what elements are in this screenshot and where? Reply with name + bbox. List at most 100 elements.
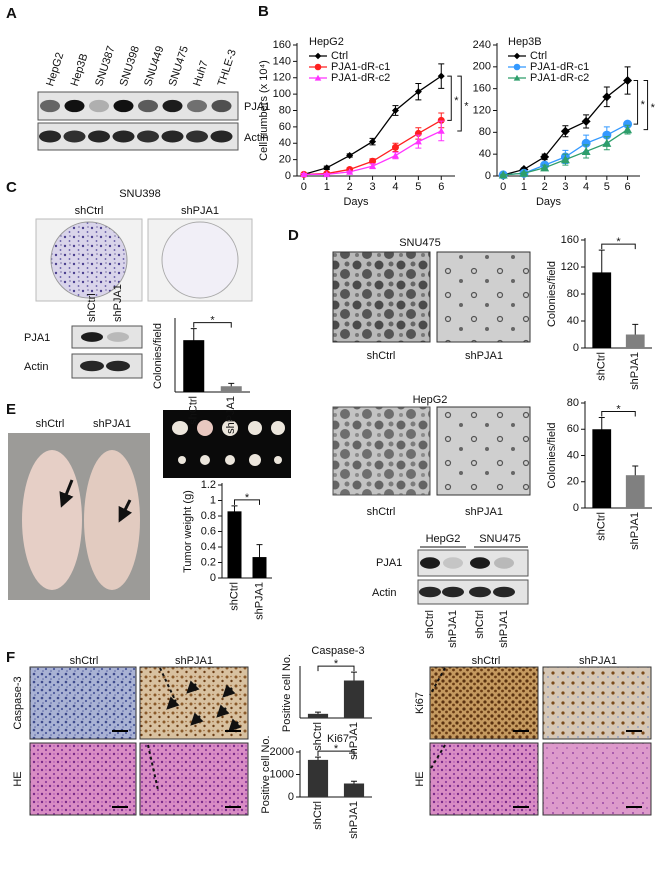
- y-tick-label: 0.6: [201, 525, 216, 537]
- bar: [307, 759, 329, 797]
- y-tick-label: 120: [561, 261, 579, 273]
- bar: [220, 386, 242, 392]
- y-tick-label: 40: [279, 137, 291, 149]
- x-tick-label: 4: [392, 181, 398, 193]
- marker: [323, 170, 331, 178]
- blot-label: Actin: [372, 587, 396, 599]
- y-tick-label: 0: [573, 342, 579, 354]
- legend-label: Ctrl: [331, 50, 348, 62]
- blot-label: PJA1: [376, 557, 402, 569]
- legend-label: PJA1-dR-c1: [331, 61, 390, 73]
- histology-image: [542, 666, 652, 740]
- y-tick-label: 80: [567, 397, 579, 409]
- blot-band: [107, 332, 129, 342]
- marker: [623, 75, 633, 85]
- mouse: [22, 450, 82, 590]
- marker: [560, 126, 570, 136]
- y-tick-label: 40: [479, 148, 491, 160]
- y-tick-label: 200: [473, 61, 491, 73]
- y-tick-label: 80: [279, 104, 291, 116]
- y-tick-label: 2000: [270, 746, 294, 758]
- bar: [252, 557, 267, 578]
- histology-image: [542, 742, 652, 816]
- y-tick-label: 240: [473, 39, 491, 51]
- significance-bracket: [193, 322, 232, 328]
- bar: [625, 475, 645, 508]
- marker: [602, 92, 612, 102]
- lane-label: SNU387: [93, 45, 117, 88]
- marker: [300, 170, 308, 178]
- blot-band: [161, 130, 184, 143]
- colony-image: [436, 251, 531, 343]
- y-tick-label: 0: [288, 791, 294, 803]
- x-tick-label: 3: [370, 181, 376, 193]
- x-tick-label: shCtrl: [188, 396, 200, 425]
- y-tick-label: 0.4: [201, 541, 216, 553]
- panel-label: A: [6, 5, 17, 22]
- blot-band: [89, 99, 109, 113]
- tumors: [172, 420, 285, 466]
- chart-title: Hep3B: [508, 36, 542, 48]
- blot-group: SNU475: [479, 533, 521, 545]
- marker: [437, 116, 445, 124]
- marker: [369, 157, 377, 165]
- blot-band: [420, 557, 440, 569]
- lane-label: Hep3B: [69, 52, 91, 88]
- blot-band: [470, 557, 490, 569]
- row-label: HE: [414, 771, 426, 786]
- significance-bracket: [633, 79, 639, 125]
- y-tick-label: 40: [567, 315, 579, 327]
- marker: [623, 119, 633, 129]
- marker: [346, 168, 354, 175]
- marker: [540, 163, 550, 172]
- image-label: shCtrl: [367, 506, 396, 518]
- y-tick-label: 140: [273, 55, 291, 67]
- y-tick-label: 1: [210, 494, 216, 506]
- blot-strip: [71, 325, 143, 349]
- chart-title: Caspase-3: [311, 645, 364, 657]
- y-tick-label: 60: [567, 423, 579, 435]
- row-label: HE: [12, 771, 24, 786]
- blot-band: [419, 586, 441, 598]
- significance-label: *: [464, 100, 469, 112]
- blot-label: Actin: [24, 361, 48, 373]
- panel-label: D: [288, 227, 299, 244]
- y-tick-label: 100: [273, 88, 291, 100]
- blot-band: [187, 99, 207, 113]
- lane-label: SNU449: [142, 45, 166, 88]
- y-tick-label: 0: [210, 572, 216, 584]
- significance-label: *: [616, 403, 621, 415]
- panel-title: SNU475: [399, 237, 441, 249]
- y-tick-label: 20: [567, 476, 579, 488]
- y-axis-label: Colonies/field: [546, 261, 558, 327]
- lane-label: shCtrl: [86, 293, 98, 322]
- x-tick-label: 3: [562, 181, 568, 193]
- significance-bracket: [234, 499, 260, 505]
- y-tick-label: 120: [473, 104, 491, 116]
- marker: [437, 72, 445, 80]
- blot-band: [63, 130, 86, 143]
- panel-title: HepG2: [413, 394, 448, 406]
- blot-band: [39, 130, 61, 143]
- blot-band: [80, 360, 104, 372]
- column-label: shCtrl: [472, 655, 501, 667]
- y-tick-label: 0: [485, 170, 491, 182]
- significance-label: *: [616, 236, 621, 248]
- plate: [50, 221, 128, 299]
- panel-label: E: [6, 401, 16, 418]
- mouse: [84, 450, 140, 590]
- histology-image: [139, 742, 249, 816]
- lane-label: shCtrl: [424, 610, 436, 639]
- marker: [513, 63, 521, 71]
- tumor-border: [147, 667, 446, 791]
- x-tick-label: 2: [347, 181, 353, 193]
- x-tick-label: 2: [542, 181, 548, 193]
- marker: [314, 52, 322, 60]
- blot-band: [494, 557, 514, 569]
- marker: [581, 138, 591, 148]
- column-label: shPJA1: [175, 655, 213, 667]
- lane-label: shPJA1: [112, 284, 124, 322]
- image-label: shPJA1: [181, 205, 219, 217]
- marker: [414, 88, 422, 96]
- lane-label: SNU398: [118, 45, 142, 88]
